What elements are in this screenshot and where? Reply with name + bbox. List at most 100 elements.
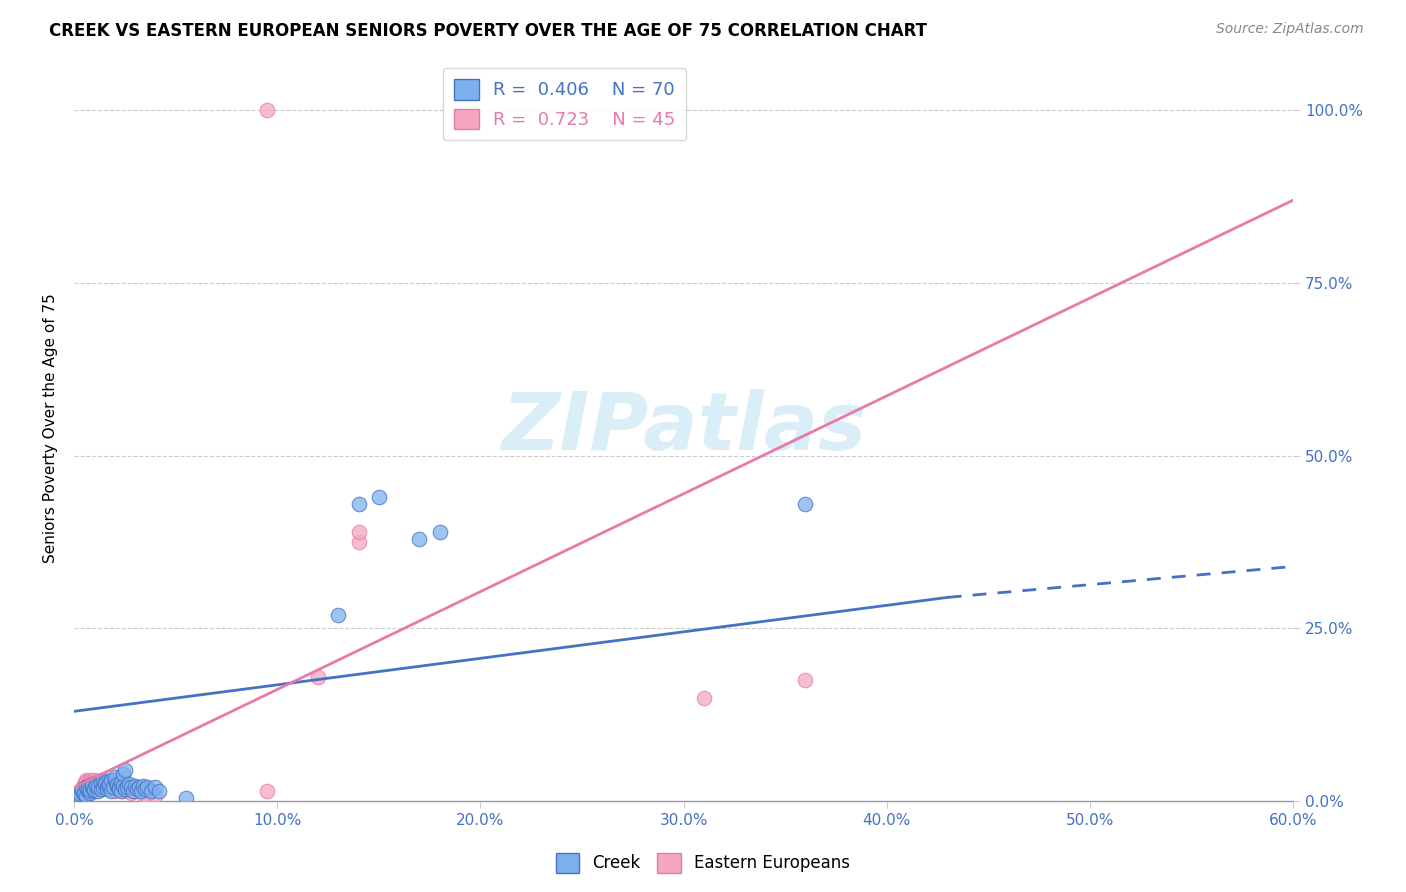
Point <box>67 786 90 800</box>
Point <box>97 780 120 795</box>
Point <box>129 784 152 798</box>
Point <box>86 779 108 793</box>
Point <box>79 786 101 800</box>
Point <box>101 781 124 796</box>
Point <box>347 524 370 539</box>
Point <box>73 786 96 800</box>
Point <box>118 784 141 798</box>
Point <box>93 774 115 789</box>
Point <box>124 784 146 798</box>
Point <box>100 773 122 788</box>
Point <box>91 780 114 795</box>
Point <box>96 779 118 793</box>
Point <box>89 781 111 796</box>
Point <box>67 786 90 800</box>
Point <box>429 524 451 539</box>
Point <box>69 789 91 803</box>
Point <box>77 780 100 795</box>
Point <box>75 780 97 795</box>
Point <box>125 781 148 796</box>
Point <box>70 781 93 796</box>
Point <box>70 784 93 798</box>
Point <box>77 784 100 798</box>
Point <box>114 781 136 796</box>
Point <box>115 780 138 795</box>
Point <box>104 784 127 798</box>
Point <box>347 535 370 549</box>
Point <box>77 777 100 791</box>
Point <box>408 532 430 546</box>
Point <box>70 784 93 798</box>
Point <box>148 784 170 798</box>
Point <box>120 780 142 795</box>
Point <box>83 781 105 796</box>
Point <box>367 490 389 504</box>
Point <box>111 779 134 793</box>
Point <box>75 773 97 788</box>
Point <box>122 784 145 798</box>
Point <box>67 789 90 803</box>
Point <box>105 780 128 795</box>
Point <box>73 777 96 791</box>
Point <box>143 780 166 795</box>
Point <box>97 779 120 793</box>
Point <box>75 789 97 803</box>
Point <box>693 690 716 705</box>
Point <box>174 790 197 805</box>
Point <box>256 784 278 798</box>
Point <box>104 773 127 788</box>
Point <box>347 497 370 511</box>
Point <box>77 781 100 796</box>
Point <box>79 783 101 797</box>
Point <box>114 781 136 796</box>
Point <box>120 786 142 800</box>
Point <box>87 784 110 798</box>
Text: CREEK VS EASTERN EUROPEAN SENIORS POVERTY OVER THE AGE OF 75 CORRELATION CHART: CREEK VS EASTERN EUROPEAN SENIORS POVERT… <box>49 22 927 40</box>
Point <box>307 670 329 684</box>
Point <box>100 780 122 795</box>
Point <box>107 780 129 795</box>
Point <box>82 777 104 791</box>
Point <box>110 780 132 795</box>
Point <box>69 787 91 801</box>
Point <box>96 774 118 789</box>
Point <box>141 784 163 798</box>
Point <box>143 789 166 803</box>
Point <box>93 777 115 791</box>
Point <box>134 781 156 796</box>
Point <box>124 779 146 793</box>
Point <box>82 779 104 793</box>
Point <box>256 103 278 118</box>
Point <box>89 774 111 789</box>
Point <box>87 777 110 791</box>
Legend: Creek, Eastern Europeans: Creek, Eastern Europeans <box>550 847 856 880</box>
Point <box>65 787 87 801</box>
Point <box>794 497 817 511</box>
Point <box>110 774 132 789</box>
Point <box>75 774 97 789</box>
Point <box>107 781 129 796</box>
Text: Source: ZipAtlas.com: Source: ZipAtlas.com <box>1216 22 1364 37</box>
Point <box>69 789 91 804</box>
Point <box>136 789 159 803</box>
Point <box>73 787 96 801</box>
Point <box>132 779 155 793</box>
Legend: R =  0.406    N = 70, R =  0.723    N = 45: R = 0.406 N = 70, R = 0.723 N = 45 <box>443 68 686 140</box>
Point <box>91 773 114 788</box>
Y-axis label: Seniors Poverty Over the Age of 75: Seniors Poverty Over the Age of 75 <box>44 293 58 563</box>
Point <box>86 777 108 791</box>
Point <box>73 787 96 801</box>
Point <box>105 777 128 791</box>
Point <box>83 777 105 791</box>
Point <box>107 777 129 791</box>
Point <box>111 784 134 798</box>
Point <box>128 780 150 795</box>
Point <box>104 770 127 784</box>
Point <box>105 779 128 793</box>
Point <box>91 780 114 795</box>
Point <box>89 773 111 788</box>
Point <box>65 787 87 801</box>
Point <box>794 673 817 688</box>
Point <box>114 763 136 777</box>
Point <box>97 777 120 791</box>
